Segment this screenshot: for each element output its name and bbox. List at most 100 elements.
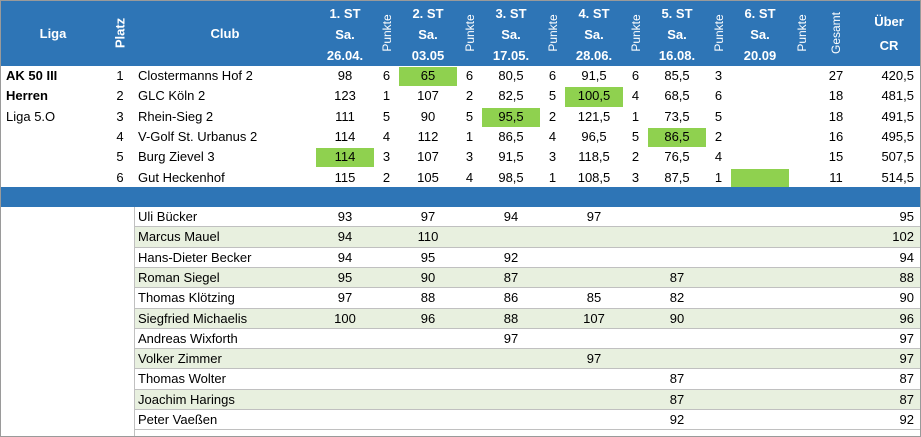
team-round-points: 2 [714, 128, 723, 144]
team-club: Clostermanns Hof 2 [138, 68, 253, 83]
team-round-score: 107 [417, 88, 439, 104]
player-round-score [316, 410, 374, 430]
player-name: Hans-Dieter Becker [138, 249, 252, 265]
header-punkte-5: Punkte [706, 0, 731, 66]
header-cr-label: CR [879, 38, 899, 53]
player-round-score [565, 329, 623, 349]
team-cr: 495,5 [881, 128, 914, 144]
player-round-score [648, 329, 706, 349]
team-round-score: 91,5 [498, 149, 524, 165]
row-line [135, 327, 921, 329]
team-round-score: 95,5 [498, 108, 524, 124]
player-best: 94 [899, 249, 914, 265]
team-round-score [731, 66, 789, 86]
team-round-score: 108,5 [577, 169, 611, 185]
round-day: Sa. [335, 27, 355, 42]
player-round-score [482, 410, 540, 430]
row-line [135, 409, 921, 410]
row-stripe [135, 308, 921, 329]
team-round-score: 115 [334, 169, 356, 185]
team-round-points: 6 [382, 68, 391, 83]
player-round-score [731, 268, 789, 288]
player-round-score: 94 [337, 249, 353, 265]
team-round-score [731, 127, 789, 147]
header-gesamt: Gesamt [814, 0, 858, 66]
row-line [135, 348, 921, 350]
team-round-points: 5 [382, 108, 391, 124]
team-round-score: 118,5 [578, 149, 610, 165]
team-round-points: 5 [631, 128, 640, 144]
player-round-score [399, 390, 457, 410]
team-round-points: 3 [631, 169, 640, 185]
header-platz: Platz [106, 0, 134, 66]
player-round-score: 87 [669, 391, 685, 407]
team-round-points: 2 [382, 169, 391, 185]
team-club: GLC Köln 2 [138, 88, 206, 104]
player-best: 88 [899, 269, 914, 285]
team-platz: 4 [116, 128, 124, 144]
header-club-label: Club [210, 26, 240, 41]
round-day: Sa. [584, 27, 604, 42]
liga-label: AK 50 III [6, 68, 58, 83]
team-round-score: 87,5 [664, 169, 690, 185]
header-punkte-label: Punkte [628, 14, 643, 52]
header-punkte-6: Punkte [789, 0, 814, 66]
header-liga: Liga [0, 0, 106, 66]
player-round-score: 94 [337, 229, 353, 245]
player-round-score [565, 248, 623, 268]
team-round-points [789, 127, 814, 147]
highlight-cell [648, 127, 706, 148]
header-gesamt-label: Gesamt [829, 11, 843, 55]
liga-label: Herren [6, 88, 48, 104]
section-divider [0, 187, 921, 207]
header-platz-label: Platz [112, 17, 128, 49]
row-line [135, 266, 921, 268]
round-title: 1. ST [329, 6, 361, 21]
team-round-points [789, 168, 814, 188]
team-round-points: 4 [548, 128, 557, 144]
row-line [135, 368, 921, 370]
row-line [135, 287, 921, 289]
team-round-score: 98,5 [498, 169, 524, 185]
player-name: Joachim Harings [138, 391, 235, 407]
header-ueber-cr: Über CR [858, 0, 920, 66]
team-cr: 491,5 [881, 108, 914, 124]
team-platz: 3 [116, 108, 124, 124]
team-club: Gut Heckenhof [138, 169, 225, 185]
team-round-score: 112 [417, 128, 439, 144]
team-round-score: 107 [417, 149, 439, 165]
player-round-score: 87 [503, 269, 519, 285]
team-round-points: 2 [631, 149, 640, 165]
player-round-score: 85 [586, 290, 602, 306]
player-best: 92 [899, 412, 914, 427]
team-round-points: 6 [631, 68, 640, 83]
team-round-points: 5 [548, 88, 557, 104]
player-round-score: 97 [503, 330, 519, 346]
team-round-score: 86,5 [664, 128, 690, 144]
round-date: 17.05. [492, 48, 530, 63]
player-round-score: 110 [417, 229, 439, 245]
team-round-points: 3 [465, 149, 474, 165]
team-club: V-Golf St. Urbanus 2 [138, 128, 258, 144]
team-gesamt: 11 [829, 169, 843, 185]
team-gesamt: 27 [828, 68, 844, 83]
team-round-score: 86,5 [498, 128, 524, 144]
team-round-score: 65 [420, 68, 436, 83]
team-round-points [789, 107, 814, 127]
player-round-score: 88 [503, 310, 519, 326]
player-round-score [731, 227, 789, 247]
player-round-score [731, 288, 789, 308]
round-title: 6. ST [744, 6, 776, 21]
team-round-score [731, 107, 789, 127]
team-round-points: 4 [465, 169, 474, 185]
row-line [135, 388, 921, 390]
team-platz: 2 [116, 88, 124, 104]
player-round-score: 90 [420, 269, 436, 285]
team-round-points: 6 [714, 88, 723, 104]
team-round-score: 105 [417, 169, 439, 185]
player-round-score [731, 207, 789, 227]
player-round-score [731, 329, 789, 349]
highlight-cell [399, 67, 457, 87]
player-round-score: 86 [503, 290, 519, 306]
round-day: Sa. [418, 27, 438, 42]
